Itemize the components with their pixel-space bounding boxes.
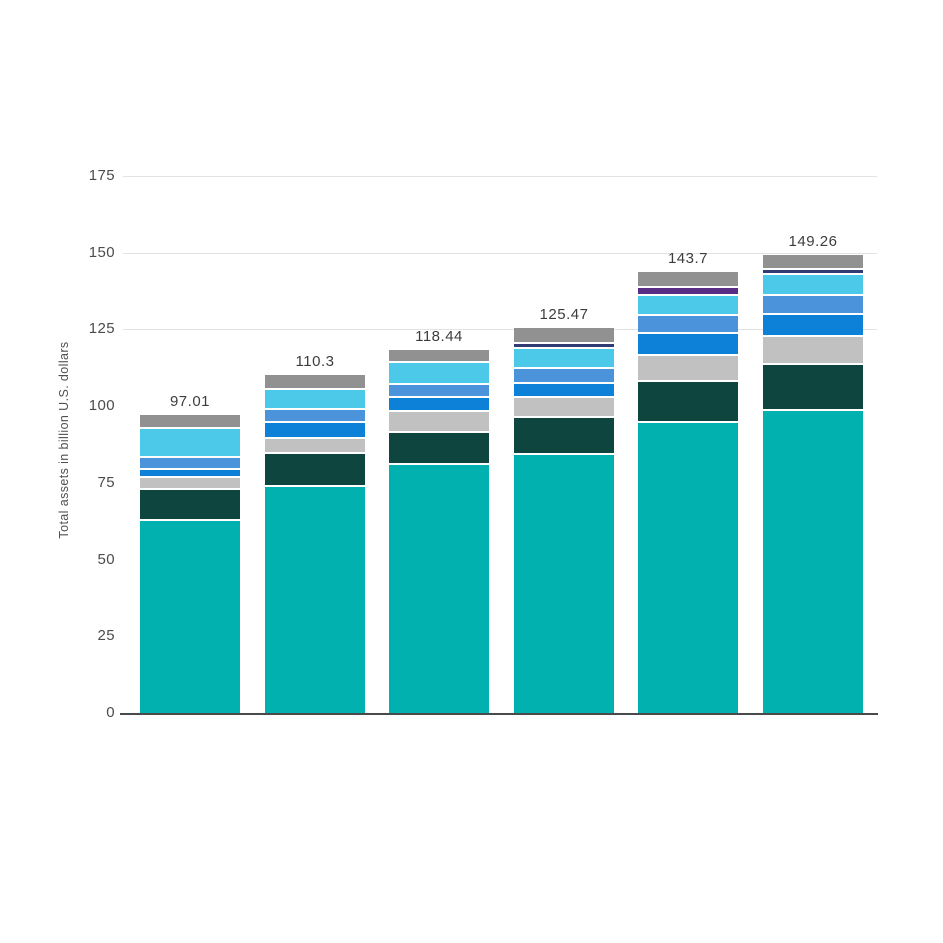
bar-6-segment-top-gray bbox=[763, 255, 863, 268]
bar-6-segment-light-cyan bbox=[763, 273, 863, 294]
bar-6-segment-light-gray bbox=[763, 334, 863, 364]
bar-2-segment-light-cyan bbox=[265, 387, 365, 409]
gridline-175 bbox=[123, 176, 877, 177]
bar-4-segment-top-gray bbox=[514, 328, 614, 342]
bar-5-segment-blue bbox=[638, 332, 738, 355]
y-tick-label-75: 75 bbox=[97, 473, 115, 491]
bar-4-segment-navy bbox=[514, 341, 614, 347]
bar-4-total-label: 125.47 bbox=[539, 305, 589, 323]
bar-6-segment-blue bbox=[763, 313, 863, 335]
bar-6-total-label: 149.26 bbox=[788, 232, 838, 250]
bar-4-segment-light-gray bbox=[514, 395, 614, 416]
bar-6-segment-teal bbox=[763, 409, 863, 713]
bar-1-segment-light-gray bbox=[140, 476, 240, 488]
bar-3-total-label: 118.44 bbox=[415, 327, 463, 345]
bar-3 bbox=[389, 349, 489, 713]
bar-2-total-label: 110.3 bbox=[295, 352, 335, 370]
bar-2-segment-dark-teal bbox=[265, 452, 365, 485]
bar-5-segment-teal bbox=[638, 421, 738, 713]
gridline-150 bbox=[123, 252, 877, 254]
x-axis-line bbox=[120, 712, 878, 715]
bar-5-segment-dark-teal bbox=[638, 380, 738, 422]
bar-3-segment-light-cyan bbox=[389, 361, 489, 383]
bar-5-segment-light-cyan bbox=[638, 294, 738, 315]
bar-3-segment-dark-teal bbox=[389, 430, 489, 463]
bar-3-segment-cornflower-blue bbox=[389, 382, 489, 397]
bar-1-segment-top-gray bbox=[140, 415, 240, 427]
y-tick-label-100: 100 bbox=[88, 397, 115, 415]
bar-1-segment-dark-teal bbox=[140, 487, 240, 519]
bar-3-segment-light-gray bbox=[389, 410, 489, 431]
bar-5-segment-top-gray bbox=[638, 272, 738, 287]
bar-2-segment-top-gray bbox=[265, 374, 365, 388]
bar-2-segment-blue bbox=[265, 420, 365, 437]
y-tick-label-0: 0 bbox=[106, 704, 115, 721]
y-tick-label-125: 125 bbox=[88, 320, 115, 338]
bar-3-segment-blue bbox=[389, 396, 489, 411]
y-tick-label-175: 175 bbox=[88, 167, 115, 184]
bar-1-segment-light-cyan bbox=[140, 426, 240, 457]
y-axis-title: Total assets in billion U.S. dollars bbox=[57, 341, 71, 539]
bar-3-segment-teal bbox=[389, 462, 489, 713]
bar-4-segment-cornflower-blue bbox=[514, 366, 614, 382]
bar-1-segment-blue bbox=[140, 467, 240, 477]
bar-5 bbox=[638, 272, 738, 713]
bar-5-total-label: 143.7 bbox=[667, 250, 709, 268]
gridline-125 bbox=[123, 329, 877, 331]
bar-5-segment-purple bbox=[638, 286, 738, 295]
y-tick-label-150: 150 bbox=[88, 243, 115, 261]
bar-2-segment-teal bbox=[265, 484, 365, 713]
bar-1-total-label: 97.01 bbox=[169, 393, 211, 411]
bar-2 bbox=[265, 374, 365, 713]
bar-5-segment-light-gray bbox=[638, 354, 738, 381]
bar-2-segment-light-gray bbox=[265, 436, 365, 453]
bar-6-segment-navy bbox=[763, 267, 863, 273]
bar-6 bbox=[763, 255, 863, 713]
bar-4-segment-light-cyan bbox=[514, 346, 614, 367]
bar-6-segment-dark-teal bbox=[763, 363, 863, 410]
bar-2-segment-cornflower-blue bbox=[265, 408, 365, 421]
bar-3-segment-top-gray bbox=[389, 349, 489, 362]
bar-4-segment-teal bbox=[514, 452, 614, 713]
y-tick-label-50: 50 bbox=[97, 550, 115, 568]
bar-4-segment-dark-teal bbox=[514, 415, 614, 453]
bar-6-segment-cornflower-blue bbox=[763, 293, 863, 314]
bar-5-segment-cornflower-blue bbox=[638, 314, 738, 333]
bar-1-segment-cornflower-blue bbox=[140, 456, 240, 468]
bar-1-segment-teal bbox=[140, 518, 240, 713]
bar-4 bbox=[514, 328, 614, 713]
bar-4-segment-blue bbox=[514, 381, 614, 396]
bar-1 bbox=[140, 415, 240, 713]
y-tick-label-25: 25 bbox=[97, 627, 115, 645]
